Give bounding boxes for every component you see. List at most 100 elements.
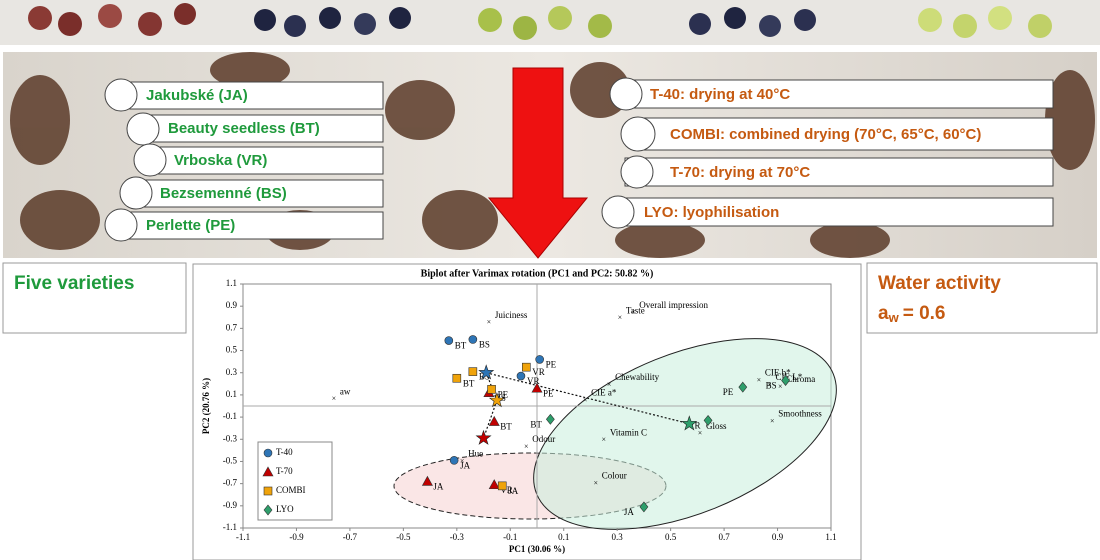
point-label: JA <box>433 481 444 491</box>
variable-marker: × <box>618 313 623 322</box>
variable-label: Vitamin C <box>610 427 647 437</box>
point <box>781 375 790 386</box>
point <box>488 479 500 490</box>
treatment: COMBI: combined drying (70°C, 65°C, 60°C… <box>670 126 981 143</box>
variable-marker: × <box>757 375 762 384</box>
y-tick-label: 0.1 <box>226 389 237 399</box>
variety: Vrboska (VR) <box>174 152 267 169</box>
variable-marker: × <box>698 429 703 438</box>
water-value: aw = 0.6 <box>878 303 946 325</box>
y-tick-label: -0.3 <box>223 433 238 443</box>
point-label: BS <box>479 340 490 350</box>
treatment: T-70: drying at 70°C <box>670 164 810 181</box>
y-tick-label: -1.1 <box>223 522 237 532</box>
variable-marker: × <box>602 435 607 444</box>
point <box>639 501 649 513</box>
point <box>545 413 555 425</box>
point <box>535 355 544 364</box>
variable-marker: × <box>631 308 636 317</box>
variable-label: CIE b* <box>765 368 791 378</box>
centroid <box>478 364 495 380</box>
x-tick-label: -0.7 <box>343 532 358 542</box>
variable-marker: × <box>767 380 772 389</box>
variety: Perlette (PE) <box>146 217 235 234</box>
y-tick-label: 0.9 <box>226 300 238 310</box>
point <box>487 385 496 394</box>
point-label: VR <box>532 367 545 377</box>
legend-label: LYO <box>276 504 294 514</box>
variable-marker: × <box>594 478 599 487</box>
y-tick-label: 0.5 <box>226 345 238 355</box>
arrow <box>487 67 589 259</box>
x-tick-label: 0.5 <box>665 532 677 542</box>
variable-label: Smoothness <box>778 409 822 419</box>
treatment: T-40: drying at 40°C <box>650 86 790 103</box>
x-tick-label: 0.9 <box>772 532 784 542</box>
water-title: Water activity <box>878 273 1001 294</box>
y-tick-label: -0.5 <box>223 456 238 466</box>
variable-marker: × <box>770 416 775 425</box>
point-label: JA <box>460 460 471 470</box>
legend-label: T-40 <box>276 447 293 457</box>
centroid-link <box>482 400 498 439</box>
x-tick-label: -0.1 <box>503 532 517 542</box>
point-label: BT <box>463 378 475 388</box>
variable-marker: × <box>332 394 337 403</box>
value: = 0.6 <box>903 303 946 324</box>
raisins <box>10 52 1095 258</box>
y-axis-label: PC2 (20.76 %) <box>201 378 211 434</box>
point-label: JA <box>624 507 635 517</box>
x-tick-label: 0.7 <box>718 532 730 542</box>
y-tick-label: -0.7 <box>223 478 238 488</box>
treatment-boxes <box>601 77 1054 229</box>
point <box>488 415 500 426</box>
variable-marker: × <box>460 456 465 465</box>
x-axis-label: PC1 (30.06 %) <box>509 544 565 554</box>
x-tick-label: -0.3 <box>450 532 465 542</box>
point-label: BT <box>455 341 467 351</box>
varieties-title: Five varieties <box>14 273 134 294</box>
centroid <box>488 392 505 408</box>
point-label: PE <box>723 387 734 397</box>
variable-label: Odour <box>532 434 555 444</box>
y-tick-label: 0.7 <box>226 322 238 332</box>
centroid <box>681 415 698 431</box>
x-tick-label: 0.1 <box>558 532 569 542</box>
variable-label: CIE a* <box>591 388 617 398</box>
point <box>421 475 433 486</box>
centroid-link <box>485 372 498 401</box>
variety: Beauty seedless (BT) <box>168 120 320 137</box>
water-box <box>866 262 1098 334</box>
y-tick-label: -0.9 <box>223 500 238 510</box>
point-label: PE <box>543 388 554 398</box>
treatment: LYO: lyophilisation <box>644 204 779 221</box>
point <box>468 335 478 344</box>
point <box>452 373 462 383</box>
variable-marker: × <box>607 380 612 389</box>
legend-label: COMBI <box>276 485 306 495</box>
x-tick-label: -0.5 <box>396 532 411 542</box>
point-label: BT <box>530 419 542 429</box>
point <box>468 367 478 376</box>
x-tick-label: -0.9 <box>289 532 304 542</box>
y-tick-label: 1.1 <box>226 278 237 288</box>
legend-marker <box>263 486 273 496</box>
subscript: w <box>888 310 900 325</box>
point <box>522 362 531 372</box>
legend-label: T-70 <box>276 466 293 476</box>
legend-marker <box>263 504 273 516</box>
point-label: BT <box>500 422 512 432</box>
symbol: a <box>878 303 889 324</box>
variable-label: aw <box>340 386 351 396</box>
centroid-link <box>486 372 690 425</box>
variable-marker: × <box>778 382 783 391</box>
point-label: JA <box>508 486 519 496</box>
point <box>516 371 526 381</box>
chart-title: Biplot after Varimax rotation (PC1 and P… <box>421 268 654 279</box>
point <box>531 382 543 393</box>
variable-label: Taste <box>626 305 645 315</box>
variable-marker: × <box>524 442 529 451</box>
x-tick-label: 1.1 <box>825 532 836 542</box>
